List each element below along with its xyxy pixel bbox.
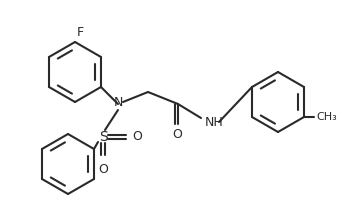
Text: O: O bbox=[98, 163, 108, 176]
Text: O: O bbox=[172, 128, 182, 141]
Text: NH: NH bbox=[205, 116, 224, 128]
Text: N: N bbox=[113, 96, 123, 110]
Text: F: F bbox=[77, 26, 84, 39]
Text: S: S bbox=[99, 130, 107, 144]
Text: CH₃: CH₃ bbox=[316, 112, 337, 122]
Text: O: O bbox=[132, 130, 142, 142]
